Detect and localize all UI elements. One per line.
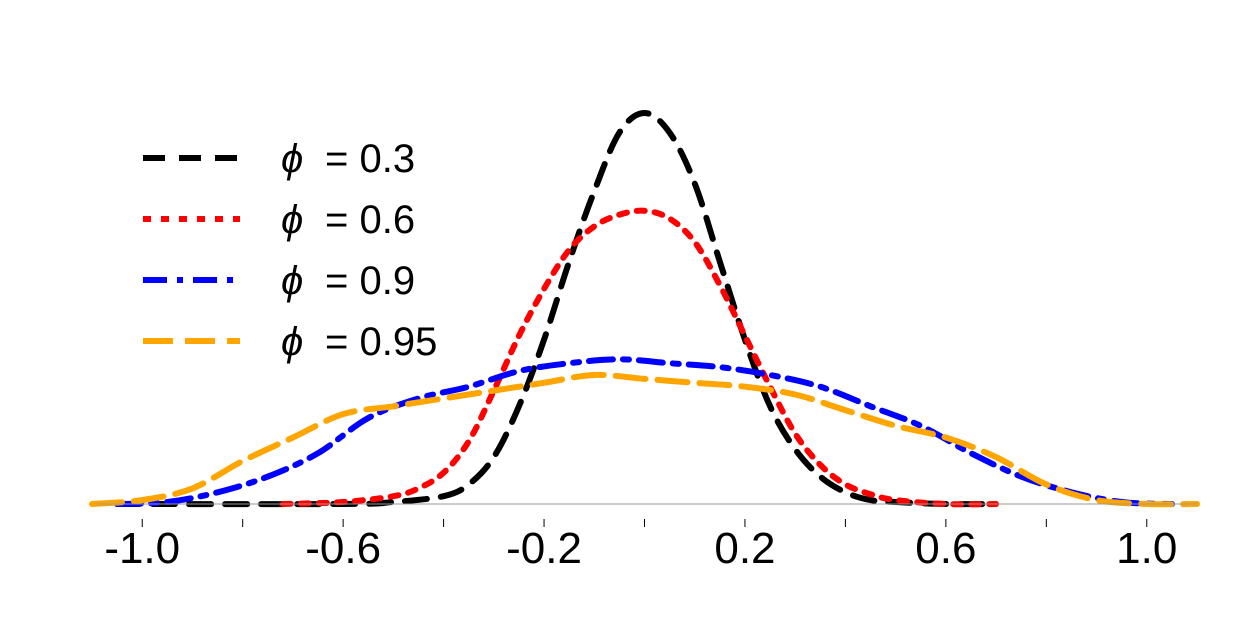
legend-symbol: ϕ [281,198,303,242]
legend-item: ϕ = 0.6 [143,198,415,242]
series-curves [89,109,1200,508]
x-tick-label: -0.6 [305,524,381,573]
x-tick-label: 0.2 [714,524,775,573]
series-line-3 [114,356,1175,507]
legend-item: ϕ = 0.3 [143,137,415,181]
legend-label: = 0.9 [325,259,415,303]
legend-item: ϕ = 0.95 [143,320,437,364]
legend-label: = 0.3 [325,137,415,181]
x-tick-label: -1.0 [104,524,180,573]
legend-item: ϕ = 0.9 [143,259,415,303]
x-tick-label: -0.2 [506,524,582,573]
series-line-4 [89,371,1200,508]
legend-symbol: ϕ [281,137,303,181]
legend: ϕ = 0.3 ϕ = 0.6 ϕ = 0.9 ϕ = 0.95 [143,137,437,364]
series-line-1 [114,109,1000,508]
x-tick-label: 1.0 [1116,524,1177,573]
legend-label: = 0.95 [325,320,437,364]
legend-symbol: ϕ [281,320,303,364]
x-tick-label: 0.6 [915,524,976,573]
x-axis: -1.0 -0.6 -0.2 0.2 0.6 1.0 [104,519,1177,573]
legend-label: = 0.6 [325,198,415,242]
series-line-2 [279,207,1000,508]
legend-symbol: ϕ [281,259,303,303]
